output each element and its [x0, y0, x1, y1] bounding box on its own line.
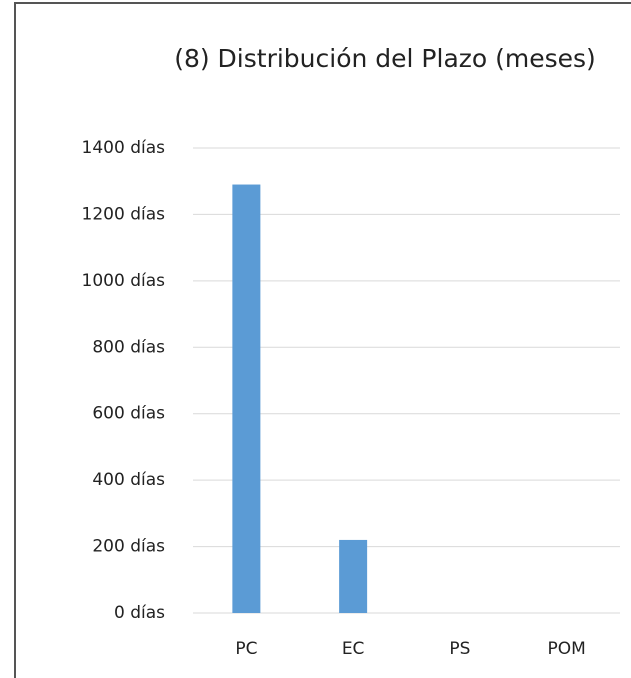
bar: [232, 184, 261, 614]
x-tick-label: PC: [235, 639, 257, 659]
x-tick-label: PS: [449, 639, 470, 659]
y-tick-label: 400 días: [92, 470, 165, 490]
y-tick-label: 1000 días: [82, 271, 166, 291]
frame: [14, 2, 631, 678]
y-tick-label: 1400 días: [82, 138, 166, 158]
x-tick-label: POM: [547, 639, 585, 659]
y-tick-label: 800 días: [92, 337, 165, 357]
y-tick-label: 1200 días: [82, 204, 166, 224]
x-tick-label: EC: [342, 639, 365, 659]
y-tick-label: 0 días: [114, 603, 165, 623]
y-tick-label: 200 días: [92, 537, 165, 557]
y-tick-label: 600 días: [92, 404, 165, 424]
bar: [339, 539, 368, 613]
chart-title: (8) Distribución del Plazo (meses): [174, 44, 596, 73]
